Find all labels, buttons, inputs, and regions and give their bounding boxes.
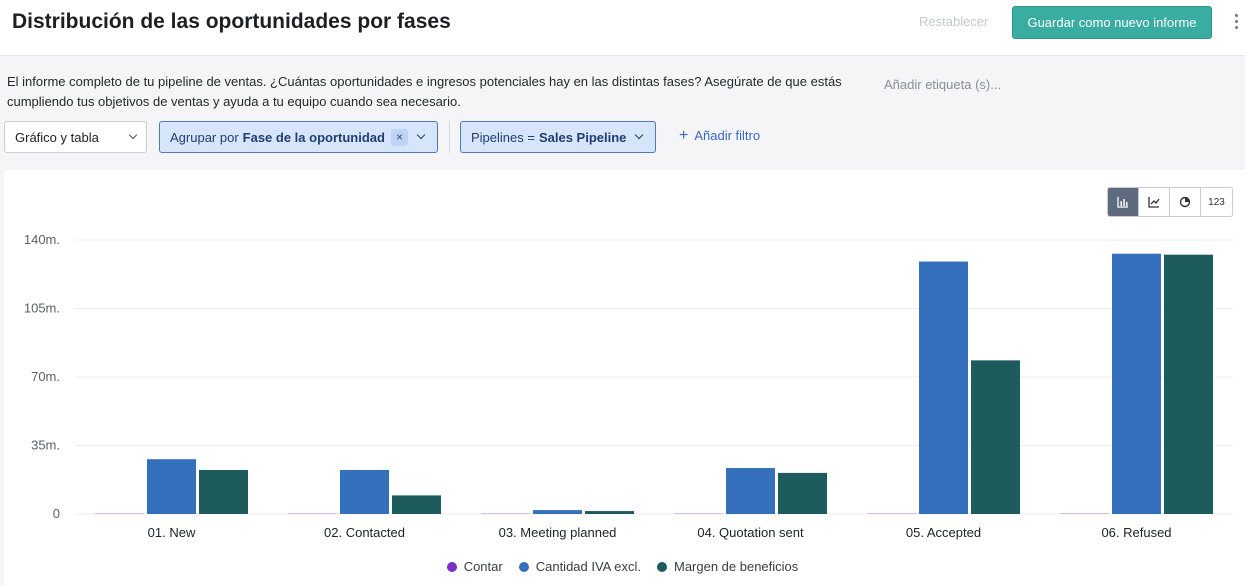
y-tick-label: 35m. — [31, 438, 60, 453]
remove-group-icon[interactable]: × — [390, 128, 408, 146]
bar[interactable] — [867, 513, 916, 514]
legend-dot-icon — [446, 561, 457, 572]
x-tick-label: 03. Meeting planned — [499, 525, 617, 540]
x-tick-label: 05. Accepted — [906, 525, 981, 540]
bar[interactable] — [392, 495, 441, 514]
legend-dot-icon — [518, 561, 529, 572]
view-mode-select[interactable]: Gráfico y tabla — [4, 121, 147, 153]
legend-item[interactable]: Contar — [446, 559, 503, 574]
bar-chart-icon[interactable] — [1108, 188, 1139, 216]
chart-type-toggle: 123 — [1107, 187, 1233, 217]
report-header: Distribución de las oportunidades por fa… — [0, 0, 1245, 56]
page-title: Distribución de las oportunidades por fa… — [12, 10, 451, 33]
bar[interactable] — [95, 513, 144, 514]
save-as-new-report-button[interactable]: Guardar como nuevo informe — [1012, 6, 1212, 39]
bar[interactable] — [199, 469, 248, 514]
bar[interactable] — [340, 469, 389, 514]
bar[interactable] — [1112, 253, 1161, 514]
plus-icon: + — [679, 127, 689, 144]
x-tick-label: 06. Refused — [1101, 525, 1171, 540]
y-tick-label: 70m. — [31, 369, 60, 384]
bar[interactable] — [481, 513, 530, 514]
legend-item[interactable]: Cantidad IVA excl. — [518, 559, 641, 574]
legend-label: Cantidad IVA excl. — [535, 559, 641, 574]
bar[interactable] — [288, 513, 337, 514]
view-mode-value: Gráfico y tabla — [15, 129, 99, 145]
reset-button[interactable]: Restablecer — [919, 14, 989, 29]
legend-item[interactable]: Margen de beneficios — [656, 559, 799, 574]
bar[interactable] — [674, 513, 723, 514]
add-filter-button[interactable]: + Añadir filtro — [679, 127, 761, 144]
legend-dot-icon — [656, 561, 667, 572]
more-options-icon[interactable] — [1230, 12, 1242, 34]
bar[interactable] — [726, 468, 775, 514]
bar[interactable] — [533, 510, 582, 514]
pipeline-value: Sales Pipeline — [538, 129, 627, 145]
x-tick-label: 04. Quotation sent — [697, 525, 804, 540]
pipeline-prefix: Pipelines = — [471, 129, 535, 145]
group-by-prefix: Agrupar por — [170, 129, 239, 145]
legend-label: Contar — [463, 559, 503, 574]
pie-chart-icon[interactable] — [1170, 188, 1201, 216]
y-tick-label: 105m. — [24, 301, 60, 316]
y-tick-label: 140m. — [24, 232, 60, 247]
bar[interactable] — [919, 261, 968, 514]
filter-divider — [449, 121, 450, 153]
pipeline-filter[interactable]: Pipelines = Sales Pipeline — [460, 121, 656, 153]
line-chart-icon[interactable] — [1139, 188, 1170, 216]
bar[interactable] — [971, 360, 1020, 514]
bar[interactable] — [147, 459, 196, 514]
report-description: El informe completo de tu pipeline de ve… — [7, 74, 842, 109]
chart-legend: Contar Cantidad IVA excl. Margen de benefi… — [0, 559, 1245, 574]
bar[interactable] — [585, 511, 634, 514]
legend-label: Margen de beneficios — [673, 559, 799, 574]
add-filter-label: Añadir filtro — [694, 128, 761, 143]
bar[interactable] — [1164, 254, 1213, 514]
bar[interactable] — [778, 472, 827, 514]
x-tick-label: 02. Contacted — [324, 525, 405, 540]
x-tick-label: 01. New — [148, 525, 196, 540]
group-by-filter[interactable]: Agrupar por Fase de la oportunidad × — [159, 121, 438, 153]
bar[interactable] — [1060, 513, 1109, 514]
y-tick-label: 0 — [53, 506, 60, 521]
group-by-value: Fase de la oportunidad — [242, 129, 385, 145]
add-tag-input[interactable]: Añadir etiqueta (s)... — [884, 77, 1002, 92]
number-icon[interactable]: 123 — [1201, 188, 1232, 216]
